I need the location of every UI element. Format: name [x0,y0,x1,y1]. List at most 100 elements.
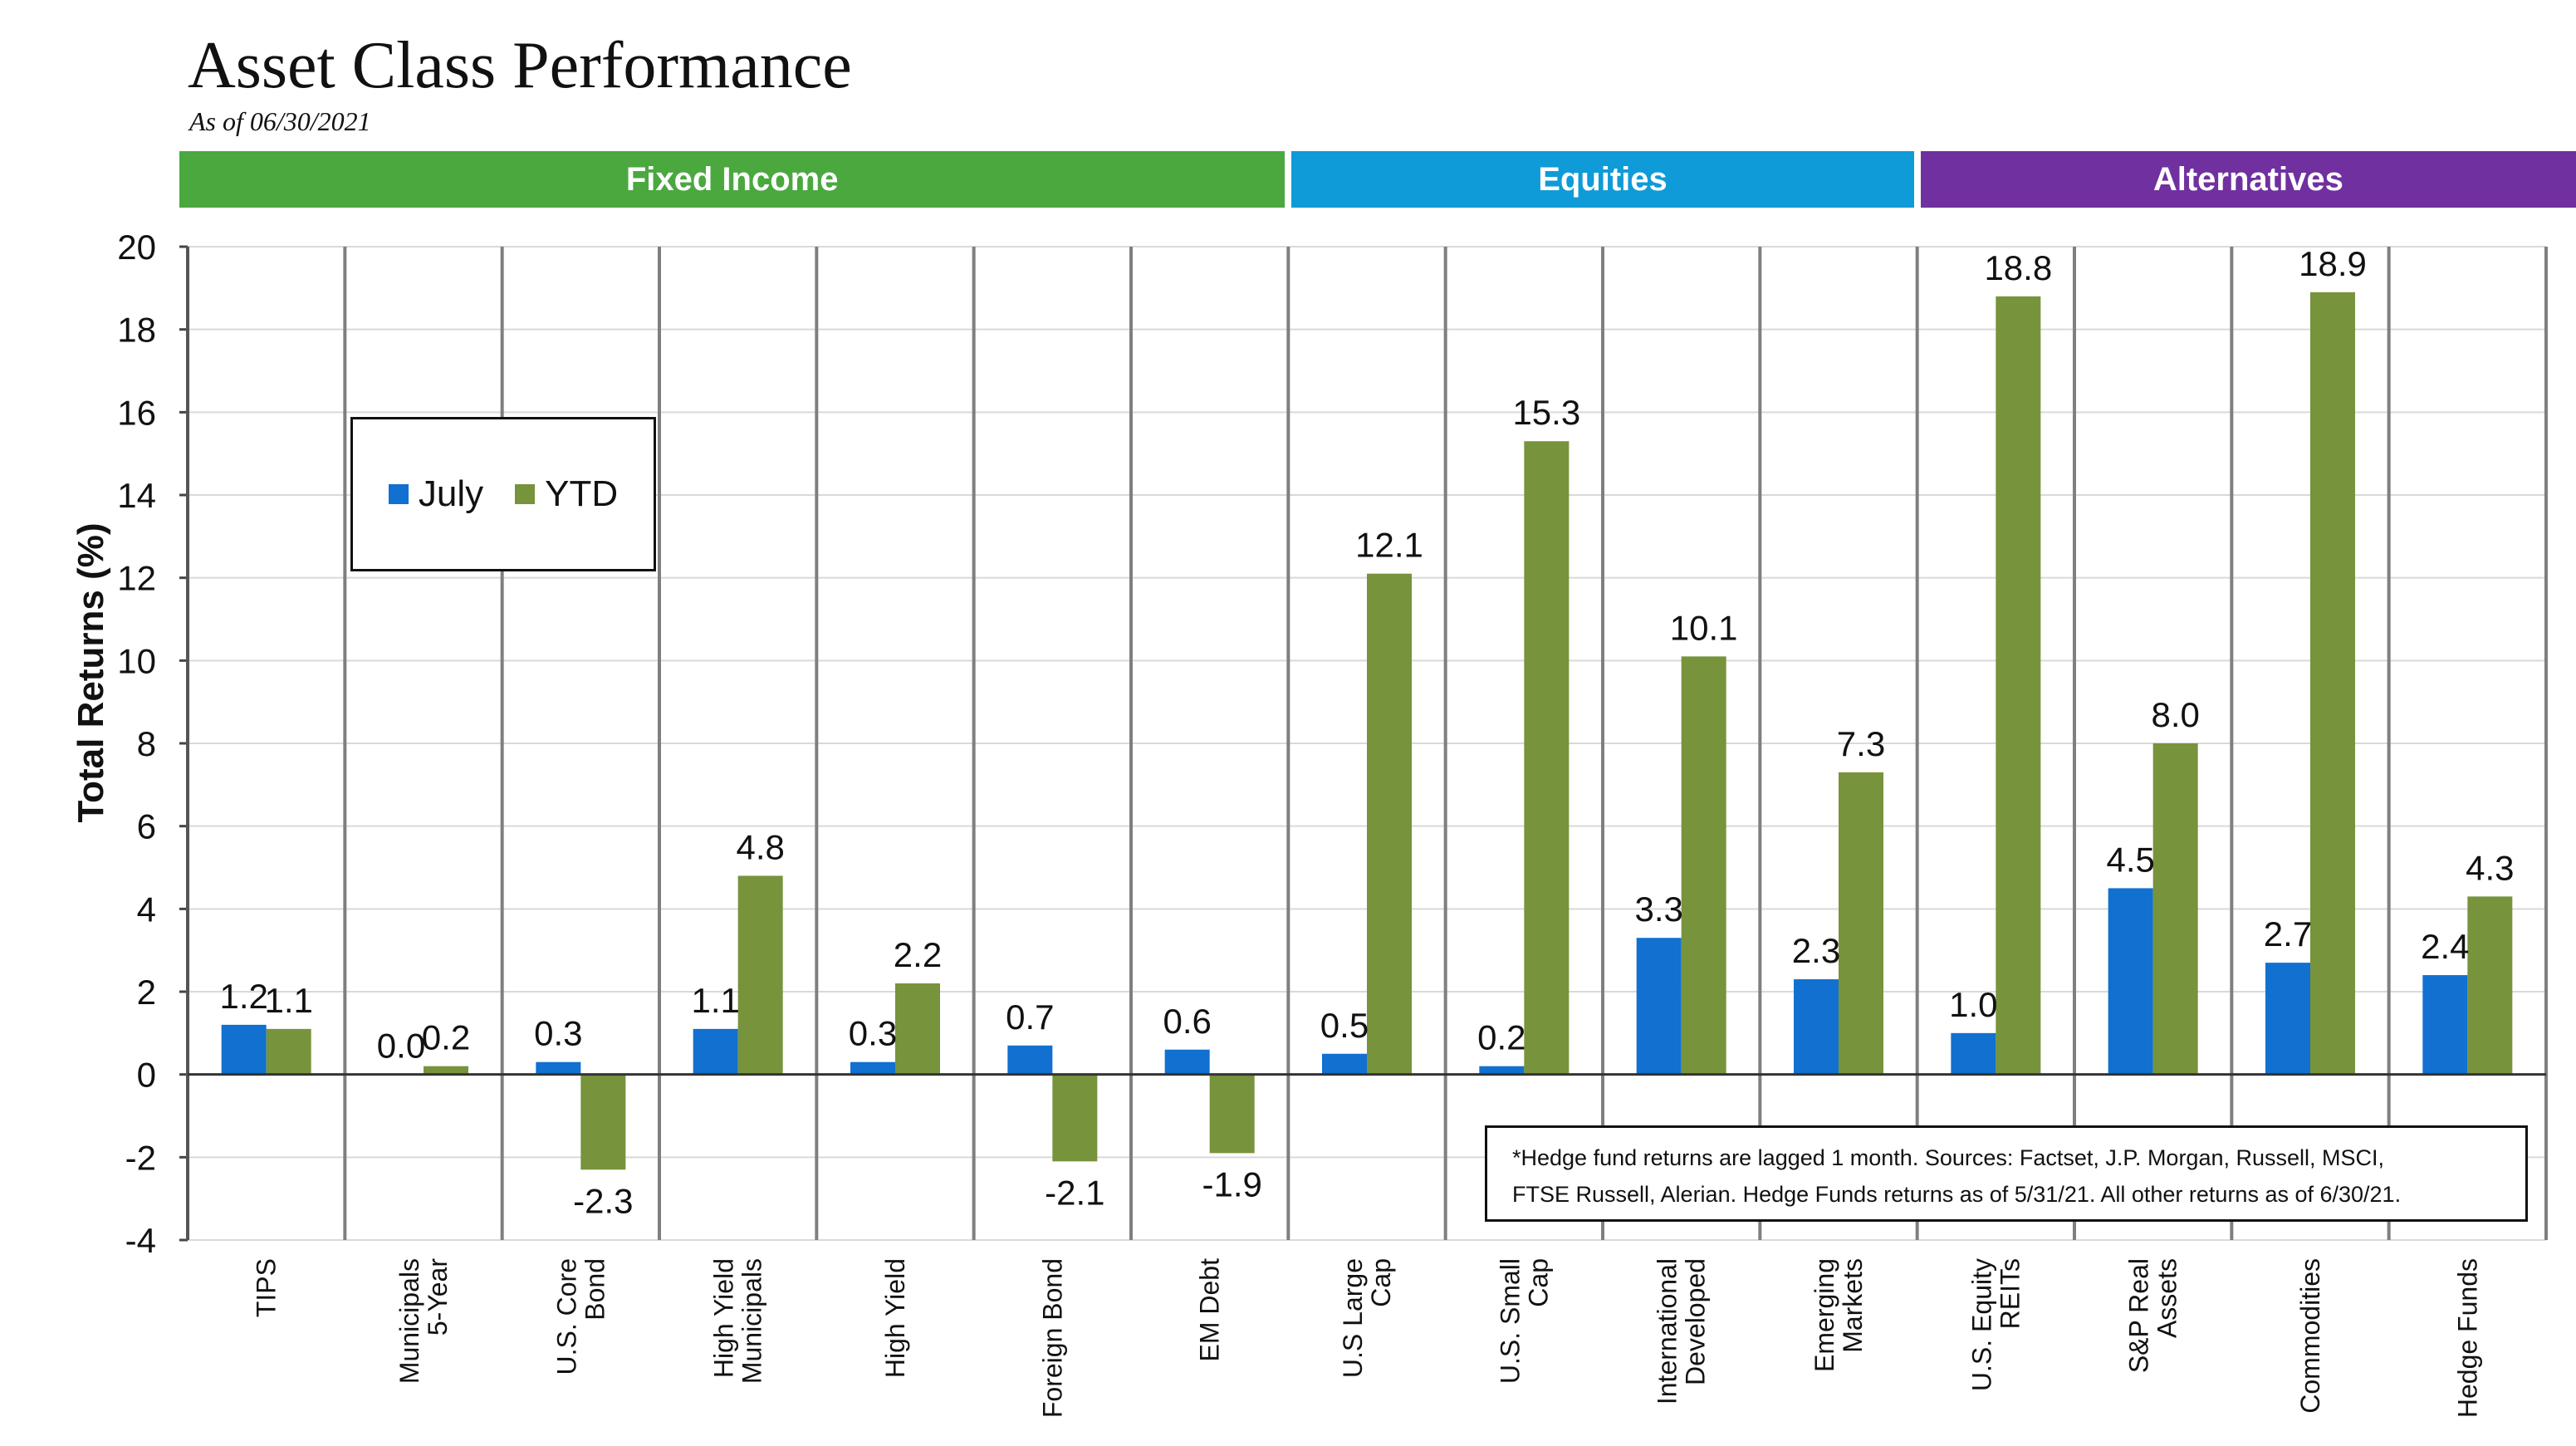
bar-ytd [737,875,783,1075]
data-label-ytd: -2.3 [573,1181,633,1220]
y-tick-label: 18 [117,311,156,350]
bar-july [2265,963,2310,1075]
category-label: Markets [1838,1258,1868,1353]
category-label: Municipals [394,1258,424,1384]
data-label-july: 1.1 [691,981,739,1020]
category-label: Emerging [1810,1258,1839,1372]
data-label-july: 1.0 [1949,985,1997,1024]
category-label: Developed [1681,1258,1711,1385]
data-label-ytd: 7.3 [1837,724,1885,763]
category-label: Cap [1523,1258,1553,1307]
category-label: EM Debt [1195,1258,1225,1362]
category-label: Municipals [737,1258,767,1384]
data-label-ytd: 4.3 [2466,848,2514,887]
category-label: Commodities [2295,1258,2325,1414]
category-label: U.S Large [1338,1258,1368,1378]
legend-label-ytd: YTD [545,473,619,514]
footnote-line-1: *Hedge fund returns are lagged 1 month. … [1512,1145,2385,1170]
bar-july [1479,1066,1525,1075]
category-label: U.S. Small [1495,1258,1525,1384]
y-tick-label: -4 [125,1221,156,1260]
legend-label-july: July [418,473,484,514]
category-label: Assets [2152,1258,2182,1338]
legend-item-july: July [388,473,484,515]
bar-ytd [895,983,940,1075]
bar-july [1164,1049,1210,1075]
data-label-ytd: -1.9 [1202,1164,1261,1203]
data-label-ytd: 12.1 [1355,526,1423,565]
bar-ytd [580,1074,626,1170]
group-band-equities: Equities [1291,151,1914,208]
data-label-july: 0.3 [849,1014,897,1053]
data-label-ytd: 15.3 [1512,393,1580,432]
y-axis-title: Total Returns (%) [71,523,111,823]
category-label: High Yield [709,1258,739,1378]
category-label: U.S. Core [551,1258,581,1375]
category-label: High Yield [880,1258,910,1378]
data-label-ytd: 1.1 [264,981,312,1020]
category-label: REITs [1995,1258,2025,1329]
y-tick-label: 20 [117,228,156,267]
data-label-july: 0.7 [1006,997,1054,1037]
bar-july [850,1061,895,1075]
data-label-july: 4.5 [2106,840,2154,879]
data-label-july: 0.6 [1163,1002,1211,1041]
category-label: Foreign Bond [1037,1258,1067,1418]
bar-july [536,1061,581,1075]
bar-july [2422,975,2468,1075]
legend-swatch-ytd [515,484,536,504]
bar-july [1322,1053,1367,1075]
footnote-box: *Hedge fund returns are lagged 1 month. … [1485,1125,2528,1222]
data-label-ytd: 2.2 [894,935,942,974]
bar-july [1007,1045,1053,1075]
bar-ytd [1839,772,1883,1075]
legend-swatch-july [388,484,409,504]
category-label: U.S. Equity [1966,1258,1996,1391]
bar-july [1794,979,1839,1075]
category-label: Hedge Funds [2452,1258,2482,1418]
bar-july [221,1024,267,1075]
category-label: 5-Year [423,1258,453,1336]
data-label-july: 2.4 [2421,927,2469,966]
group-band-alternatives: Alternatives [1920,151,2576,208]
category-label: Cap [1366,1258,1396,1307]
data-label-ytd: 0.2 [422,1018,470,1057]
data-label-july: 1.2 [219,977,267,1016]
bar-ytd [2310,292,2355,1075]
category-label: TIPS [252,1258,282,1317]
category-label: Bond [580,1258,610,1321]
data-label-july: 2.7 [2264,914,2312,953]
footnote-line-2: FTSE Russell, Alerian. Hedge Funds retur… [1512,1182,2402,1207]
bar-july [2108,888,2153,1075]
y-tick-label: 14 [117,476,156,515]
data-label-ytd: 8.0 [2151,695,2199,734]
data-label-july: 0.2 [1477,1018,1526,1057]
y-tick-label: 6 [137,807,156,846]
y-tick-label: 0 [137,1056,156,1095]
data-label-july: 0.0 [377,1027,425,1066]
bar-ytd [2152,743,2198,1075]
data-label-ytd: 4.8 [736,827,784,866]
data-label-july: 0.5 [1320,1006,1369,1045]
bar-ytd [266,1028,311,1075]
data-label-july: 3.3 [1634,890,1682,929]
y-tick-label: -2 [125,1138,156,1177]
bar-ytd [424,1066,468,1075]
legend-item-ytd: YTD [515,473,618,515]
category-label: International [1653,1258,1682,1404]
category-label: S&P Real [2124,1258,2154,1373]
y-tick-label: 10 [117,641,156,680]
data-label-ytd: 10.1 [1670,608,1738,647]
bar-ytd [2467,896,2513,1075]
data-label-ytd: 18.8 [1984,248,2052,287]
y-tick-label: 12 [117,559,156,598]
bar-july [1951,1032,1996,1075]
group-band-fixed-income: Fixed Income [179,151,1286,208]
bar-july [693,1028,738,1075]
bar-ytd [1367,573,1412,1075]
bar-ytd [1681,656,1726,1075]
page-title: Asset Class Performance [188,29,852,102]
bar-ytd [1996,296,2041,1075]
y-tick-label: 2 [137,973,156,1012]
